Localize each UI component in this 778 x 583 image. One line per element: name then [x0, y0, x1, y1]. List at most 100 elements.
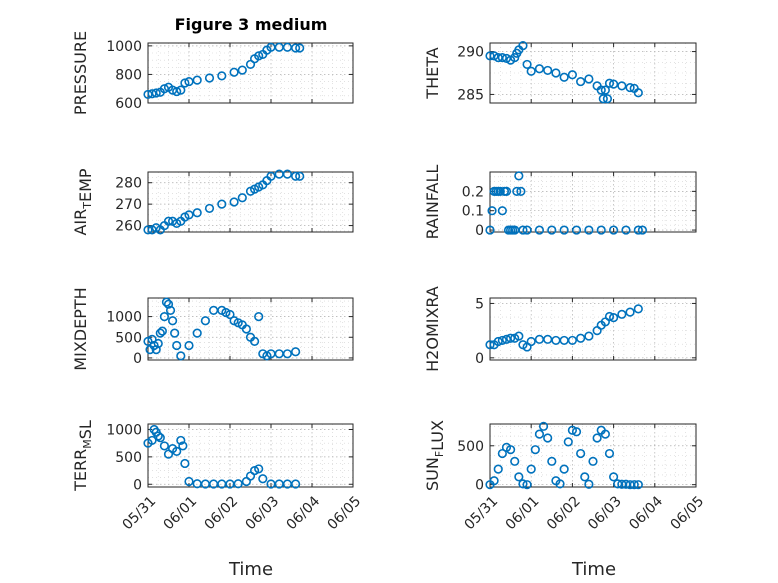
data-point	[526, 336, 536, 347]
y-tick-label: 270	[115, 197, 142, 213]
data-point	[629, 480, 639, 490]
data-point	[172, 340, 182, 351]
x-tick-label: 06/01	[503, 493, 543, 533]
data-point	[551, 335, 561, 346]
data-point	[241, 324, 251, 334]
data-point	[608, 472, 619, 482]
y-tick-label: 0	[133, 477, 142, 493]
data-point	[543, 65, 553, 76]
y-tick-label: 290	[457, 45, 484, 61]
x-tick-label: 06/04	[626, 493, 666, 533]
data-point	[217, 199, 227, 209]
y-tick-label: 500	[115, 330, 142, 346]
data-point	[567, 425, 578, 435]
data-point	[192, 328, 202, 338]
y-tick-label: 800	[115, 67, 142, 83]
x-tick-label: 06/02	[201, 493, 241, 533]
data-point	[555, 479, 565, 489]
data-point	[518, 40, 528, 51]
data-point	[209, 305, 219, 316]
subplot-grid: 600 800 1000 PRESSURE 285 290 THETA 260 270 280 AI…	[71, 31, 707, 533]
data-point	[608, 312, 619, 323]
data-point	[625, 82, 635, 93]
data-point	[170, 328, 180, 338]
x-tick-label: 06/01	[160, 493, 200, 533]
data-point	[184, 76, 194, 87]
y-tick-label: 0	[475, 223, 484, 239]
data-point	[153, 338, 163, 349]
subplot-2: 285 290 THETA	[423, 40, 697, 104]
data-point	[143, 89, 153, 100]
data-point	[147, 89, 157, 99]
axes-frame	[147, 297, 354, 361]
data-point	[168, 316, 178, 326]
y-axis-label: AIRTEMP	[71, 168, 95, 235]
data-point	[153, 431, 163, 441]
axes-frame	[147, 423, 354, 488]
y-axis-label: PRESSURE	[71, 31, 90, 115]
data-point	[250, 336, 260, 347]
data-point	[530, 445, 540, 455]
data-point	[567, 70, 578, 80]
data-point	[157, 326, 167, 336]
axes-frame	[489, 423, 697, 488]
data-point	[172, 86, 182, 97]
data-point	[192, 208, 202, 218]
y-axis-label: TERRMSL	[71, 420, 95, 492]
y-tick-label: 1000	[106, 422, 142, 438]
data-point	[237, 65, 247, 75]
x-tick-label: 06/05	[324, 493, 364, 533]
data-point	[159, 312, 169, 322]
data-point	[233, 479, 243, 489]
data-point	[522, 480, 532, 490]
data-point	[571, 427, 582, 437]
data-point	[291, 479, 301, 489]
data-point	[172, 446, 182, 456]
data-point	[493, 464, 503, 474]
y-axis-label: MIXDEPTH	[71, 287, 90, 370]
data-point	[633, 88, 643, 98]
data-point	[506, 333, 516, 343]
data-point	[608, 225, 619, 235]
data-point	[254, 51, 264, 61]
data-point	[163, 299, 174, 309]
data-point	[547, 225, 557, 235]
data-point	[596, 85, 606, 95]
data-point	[291, 171, 301, 181]
data-point	[633, 225, 643, 235]
data-point	[165, 305, 176, 316]
data-point	[192, 75, 202, 85]
y-tick-label: 1000	[106, 39, 142, 55]
y-axis-label: THETA	[423, 47, 442, 99]
data-point	[489, 51, 499, 61]
data-point	[155, 433, 165, 443]
data-point	[282, 169, 293, 179]
x-tick-label: 06/03	[242, 493, 282, 533]
data-point	[604, 78, 615, 88]
y-tick-label: 600	[115, 96, 142, 112]
data-point	[563, 437, 573, 447]
subplot-6: 0 5 H2OMIXRA	[423, 286, 697, 372]
axes-frame	[489, 42, 697, 104]
data-point	[522, 225, 532, 235]
data-point	[274, 169, 284, 179]
data-point	[485, 340, 495, 350]
axes-frame	[489, 297, 697, 361]
data-point	[176, 85, 186, 95]
y-axis-label: SUNFLUX	[423, 420, 447, 491]
data-point	[176, 435, 186, 446]
y-tick-label: 285	[457, 87, 484, 103]
data-point	[506, 445, 516, 455]
data-point	[559, 72, 569, 82]
x-tick-label: 06/02	[544, 493, 584, 533]
data-point	[176, 351, 186, 361]
y-tick-label: 0	[475, 351, 484, 367]
data-point	[559, 335, 569, 346]
data-point	[534, 334, 545, 344]
data-point	[151, 345, 161, 355]
data-point	[600, 429, 610, 439]
data-point	[608, 79, 619, 89]
data-point	[576, 76, 586, 87]
data-point	[254, 312, 264, 322]
